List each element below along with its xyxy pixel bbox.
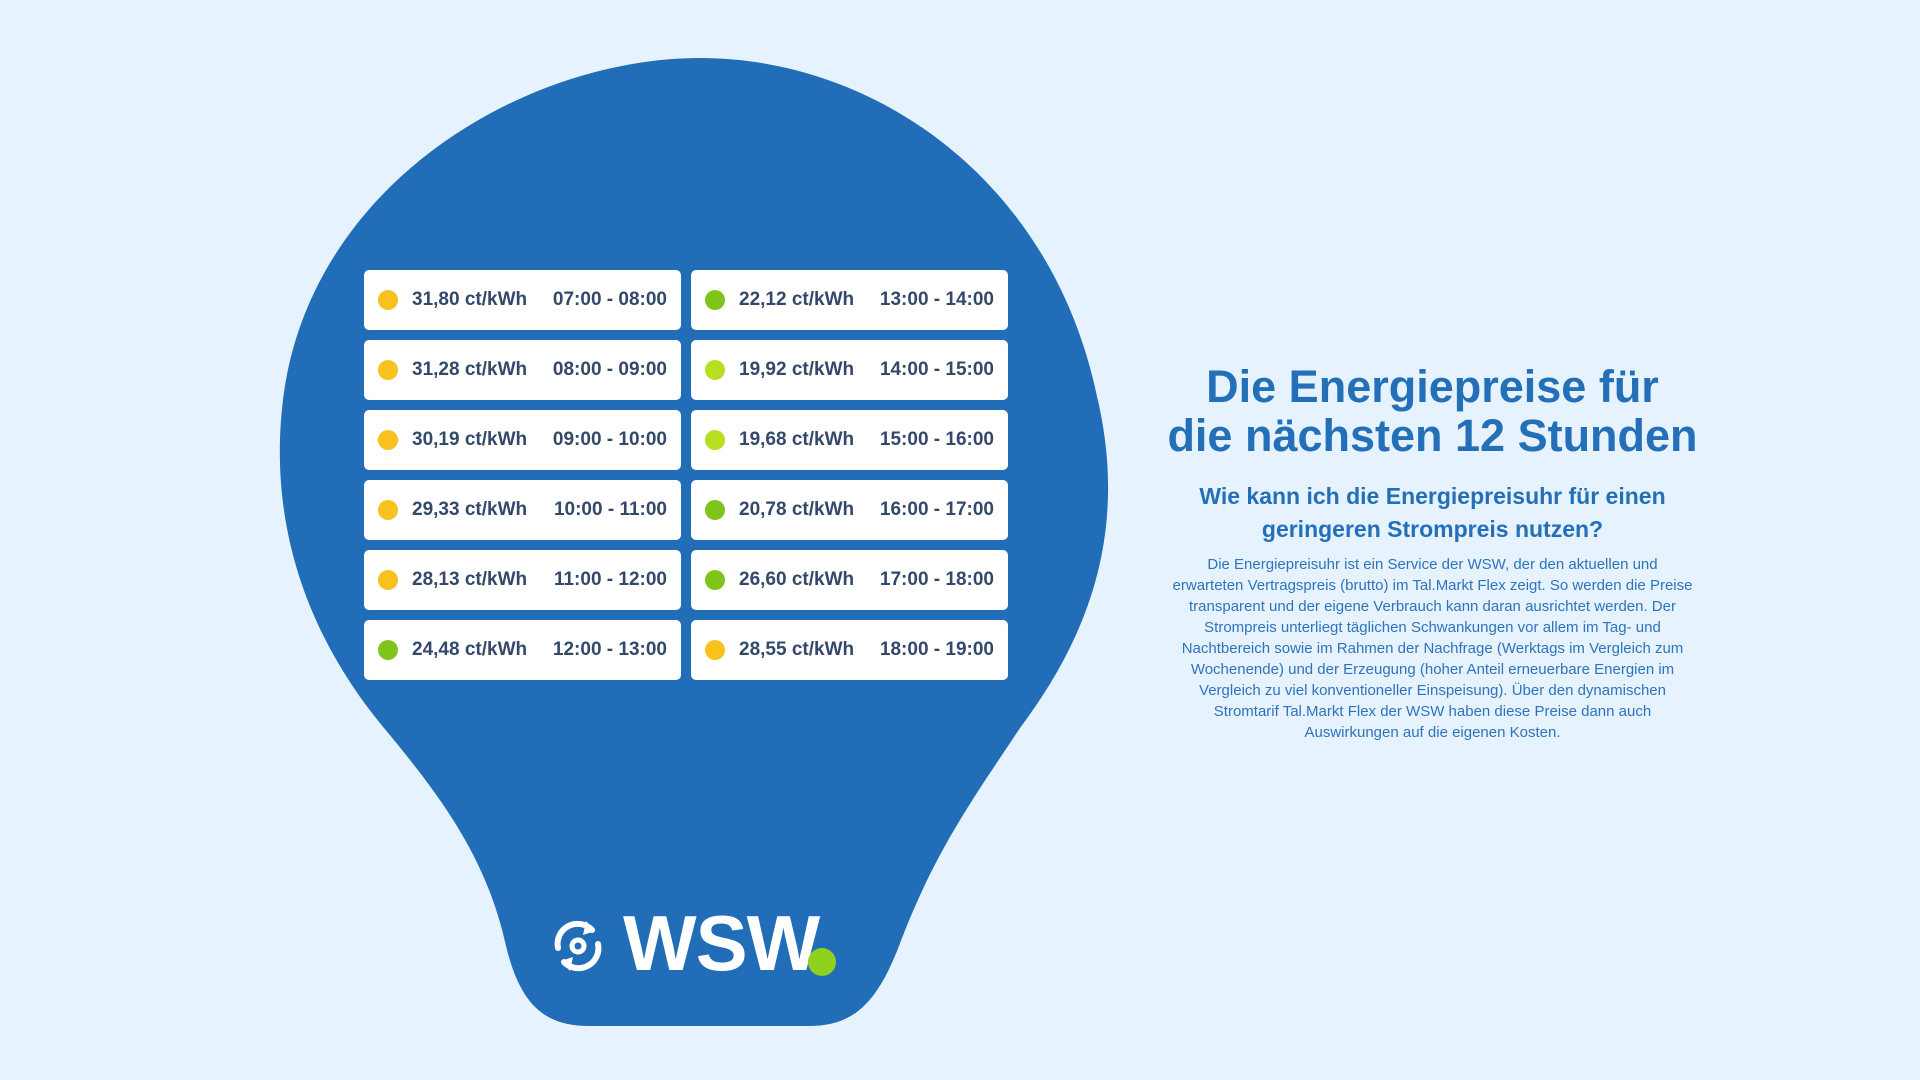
price-level-dot <box>705 430 725 450</box>
description-line: Stromtarif Tal.Markt Flex der WSW haben … <box>1213 703 1652 720</box>
time-range: 13:00 - 14:00 <box>879 289 994 310</box>
price-level-dot <box>705 570 725 590</box>
price-level-dot <box>705 290 725 310</box>
wsw-logo: WSW <box>548 904 838 986</box>
price-value: 29,33 ct/kWh <box>412 499 528 520</box>
price-value: 19,68 ct/kWh <box>739 429 855 450</box>
time-range: 08:00 - 09:00 <box>552 359 667 380</box>
description-line: erwarteten Vertragspreis (brutto) im Tal… <box>1172 577 1693 594</box>
price-value: 31,28 ct/kWh <box>412 359 528 380</box>
description-text: Die Energiepreisuhr ist ein Service der … <box>1155 554 1710 743</box>
price-level-dot <box>378 570 398 590</box>
price-value: 19,92 ct/kWh <box>739 359 855 380</box>
price-card: 20,78 ct/kWh 16:00 - 17:00 <box>691 480 1008 540</box>
price-card: 24,48 ct/kWh 12:00 - 13:00 <box>364 620 681 680</box>
price-level-dot <box>378 290 398 310</box>
price-value: 22,12 ct/kWh <box>739 289 855 310</box>
page-title: Die Energiepreise für die nächsten 12 St… <box>1155 362 1710 460</box>
price-value: 31,80 ct/kWh <box>412 289 528 310</box>
page-subtitle: Wie kann ich die Energiepreisuhr für ein… <box>1155 480 1710 546</box>
price-card: 26,60 ct/kWh 17:00 - 18:00 <box>691 550 1008 610</box>
time-range: 17:00 - 18:00 <box>879 569 994 590</box>
time-range: 07:00 - 08:00 <box>552 289 667 310</box>
price-value: 20,78 ct/kWh <box>739 499 855 520</box>
price-value: 28,55 ct/kWh <box>739 639 855 660</box>
description-line: Vergleich zu viel konventioneller Einspe… <box>1199 682 1666 699</box>
price-card: 19,68 ct/kWh 15:00 - 16:00 <box>691 410 1008 470</box>
time-range: 11:00 - 12:00 <box>553 569 667 590</box>
price-card: 19,92 ct/kWh 14:00 - 15:00 <box>691 340 1008 400</box>
description-line: Nachtbereich sowie im Rahmen der Nachfra… <box>1181 640 1684 657</box>
price-value: 24,48 ct/kWh <box>412 639 528 660</box>
price-card: 28,55 ct/kWh 18:00 - 19:00 <box>691 620 1008 680</box>
logo-wordmark: WSW <box>623 899 820 987</box>
price-card: 28,13 ct/kWh 11:00 - 12:00 <box>364 550 681 610</box>
price-value: 30,19 ct/kWh <box>412 429 528 450</box>
subtitle-line-1: Wie kann ich die Energiepreisuhr für ein… <box>1199 483 1666 509</box>
description-line: Die Energiepreisuhr ist ein Service der … <box>1207 556 1658 573</box>
price-level-dot <box>378 430 398 450</box>
price-level-dot <box>705 500 725 520</box>
refresh-cycle-icon <box>554 920 602 972</box>
time-range: 12:00 - 13:00 <box>552 639 667 660</box>
price-value: 28,13 ct/kWh <box>412 569 528 590</box>
price-grid: 31,80 ct/kWh 07:00 - 08:00 22,12 ct/kWh 13:… <box>364 270 1008 680</box>
price-level-dot <box>378 360 398 380</box>
info-section: Die Energiepreise für die nächsten 12 St… <box>1155 362 1710 743</box>
price-level-dot <box>705 360 725 380</box>
price-card: 31,28 ct/kWh 08:00 - 09:00 <box>364 340 681 400</box>
price-card: 30,19 ct/kWh 09:00 - 10:00 <box>364 410 681 470</box>
description-line: transparent und der eigene Verbrauch kan… <box>1189 598 1676 615</box>
time-range: 16:00 - 17:00 <box>879 499 994 520</box>
price-level-dot <box>378 640 398 660</box>
title-line-1: Die Energiepreise für <box>1206 361 1659 412</box>
description-line: Wochenende) und der Erzeugung (hoher Ant… <box>1190 661 1675 678</box>
time-range: 15:00 - 16:00 <box>879 429 994 450</box>
time-range: 18:00 - 19:00 <box>879 639 994 660</box>
price-value: 26,60 ct/kWh <box>739 569 855 590</box>
description-line: Auswirkungen auf die eigenen Kosten. <box>1304 724 1561 741</box>
price-card: 29,33 ct/kWh 10:00 - 11:00 <box>364 480 681 540</box>
subtitle-line-2: geringeren Strompreis nutzen? <box>1261 516 1604 542</box>
time-range: 14:00 - 15:00 <box>879 359 994 380</box>
time-range: 09:00 - 10:00 <box>552 429 667 450</box>
logo-dot <box>808 948 836 976</box>
price-card: 31,80 ct/kWh 07:00 - 08:00 <box>364 270 681 330</box>
price-card: 22,12 ct/kWh 13:00 - 14:00 <box>691 270 1008 330</box>
price-level-dot <box>705 640 725 660</box>
time-range: 10:00 - 11:00 <box>553 499 667 520</box>
title-line-2: die nächsten 12 Stunden <box>1167 410 1698 461</box>
price-level-dot <box>378 500 398 520</box>
description-line: Strompreis unterliegt täglichen Schwanku… <box>1204 619 1661 636</box>
